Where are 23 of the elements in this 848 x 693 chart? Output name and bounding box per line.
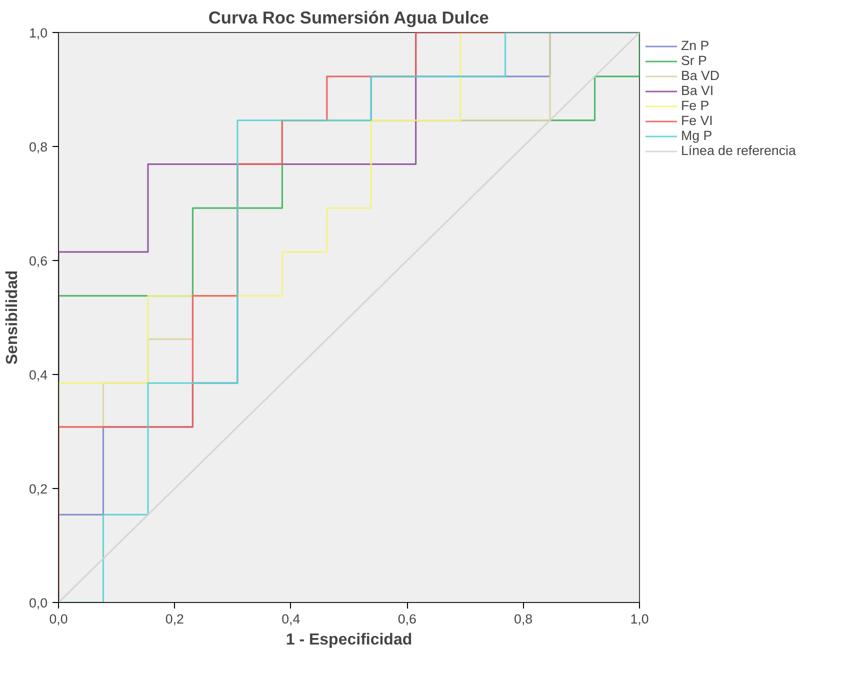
legend-label: Zn P <box>681 38 710 53</box>
x-tick-label: 1,0 <box>630 612 649 626</box>
y-tick-label: 0,4 <box>28 368 48 382</box>
y-tick-label: 0,6 <box>28 254 48 268</box>
y-tick-label: 0,0 <box>28 596 48 610</box>
x-axis-title: 1 - Especificidad <box>286 632 412 648</box>
y-tick-label: 0,8 <box>28 140 48 154</box>
chart-title: Curva Roc Sumersión Agua Dulce <box>208 8 490 28</box>
y-axis-title: Sensibilidad <box>4 270 21 365</box>
x-tick-label: 0,4 <box>282 612 301 626</box>
legend-label: Fe P <box>681 98 710 113</box>
legend-label: Línea de referencia <box>681 143 796 158</box>
y-tick-label: 0,2 <box>28 482 48 496</box>
legend-label: Fe VI <box>681 113 713 128</box>
x-tick-label: 0,8 <box>514 612 533 626</box>
legend-label: Sr P <box>681 53 707 68</box>
x-tick-label: 0,2 <box>165 612 184 626</box>
x-tick-label: 0,6 <box>398 612 416 626</box>
x-tick-label: 0,0 <box>49 612 68 626</box>
y-tick-label: 1,0 <box>28 26 48 40</box>
legend-label: Mg P <box>681 128 712 143</box>
legend-label: Ba VD <box>681 68 720 83</box>
legend-label: Ba VI <box>681 83 714 98</box>
